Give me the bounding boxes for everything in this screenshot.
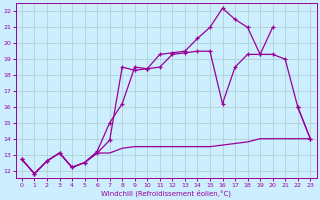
X-axis label: Windchill (Refroidissement éolien,°C): Windchill (Refroidissement éolien,°C) — [101, 189, 231, 197]
